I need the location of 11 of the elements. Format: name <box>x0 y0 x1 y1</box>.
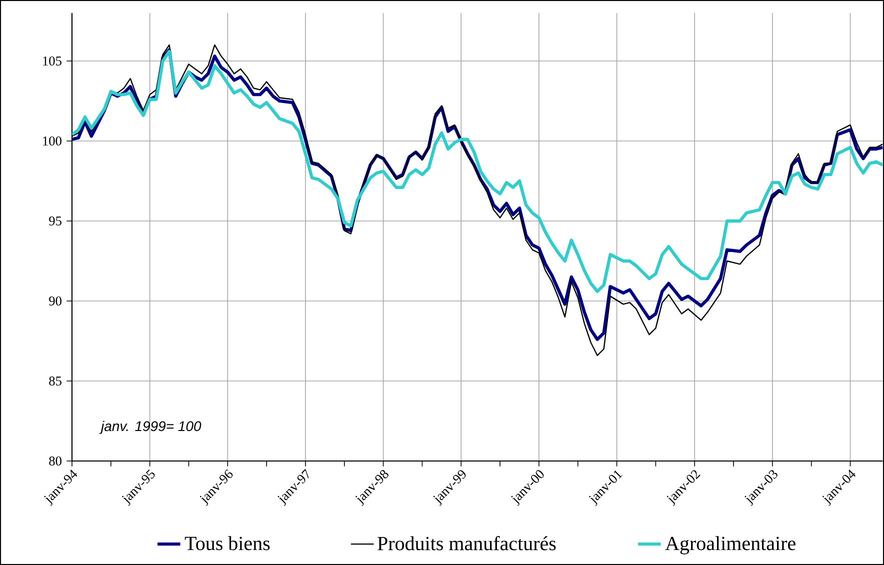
y-tick-label: 100 <box>43 136 62 146</box>
y-tick-label: 90 <box>49 296 62 306</box>
y-tick-label: 85 <box>49 376 62 386</box>
legend-label: Produits manufacturés <box>378 536 556 550</box>
y-tick-label: 95 <box>49 216 62 226</box>
legend-label: Agroalimentaire <box>665 536 796 554</box>
y-tick-label: 105 <box>43 56 62 66</box>
y-tick-label: 80 <box>49 456 62 466</box>
annotation: janv. 1999= 100 <box>99 420 202 434</box>
line-series <box>72 50 883 293</box>
legend-label: Tous biens <box>184 536 270 550</box>
